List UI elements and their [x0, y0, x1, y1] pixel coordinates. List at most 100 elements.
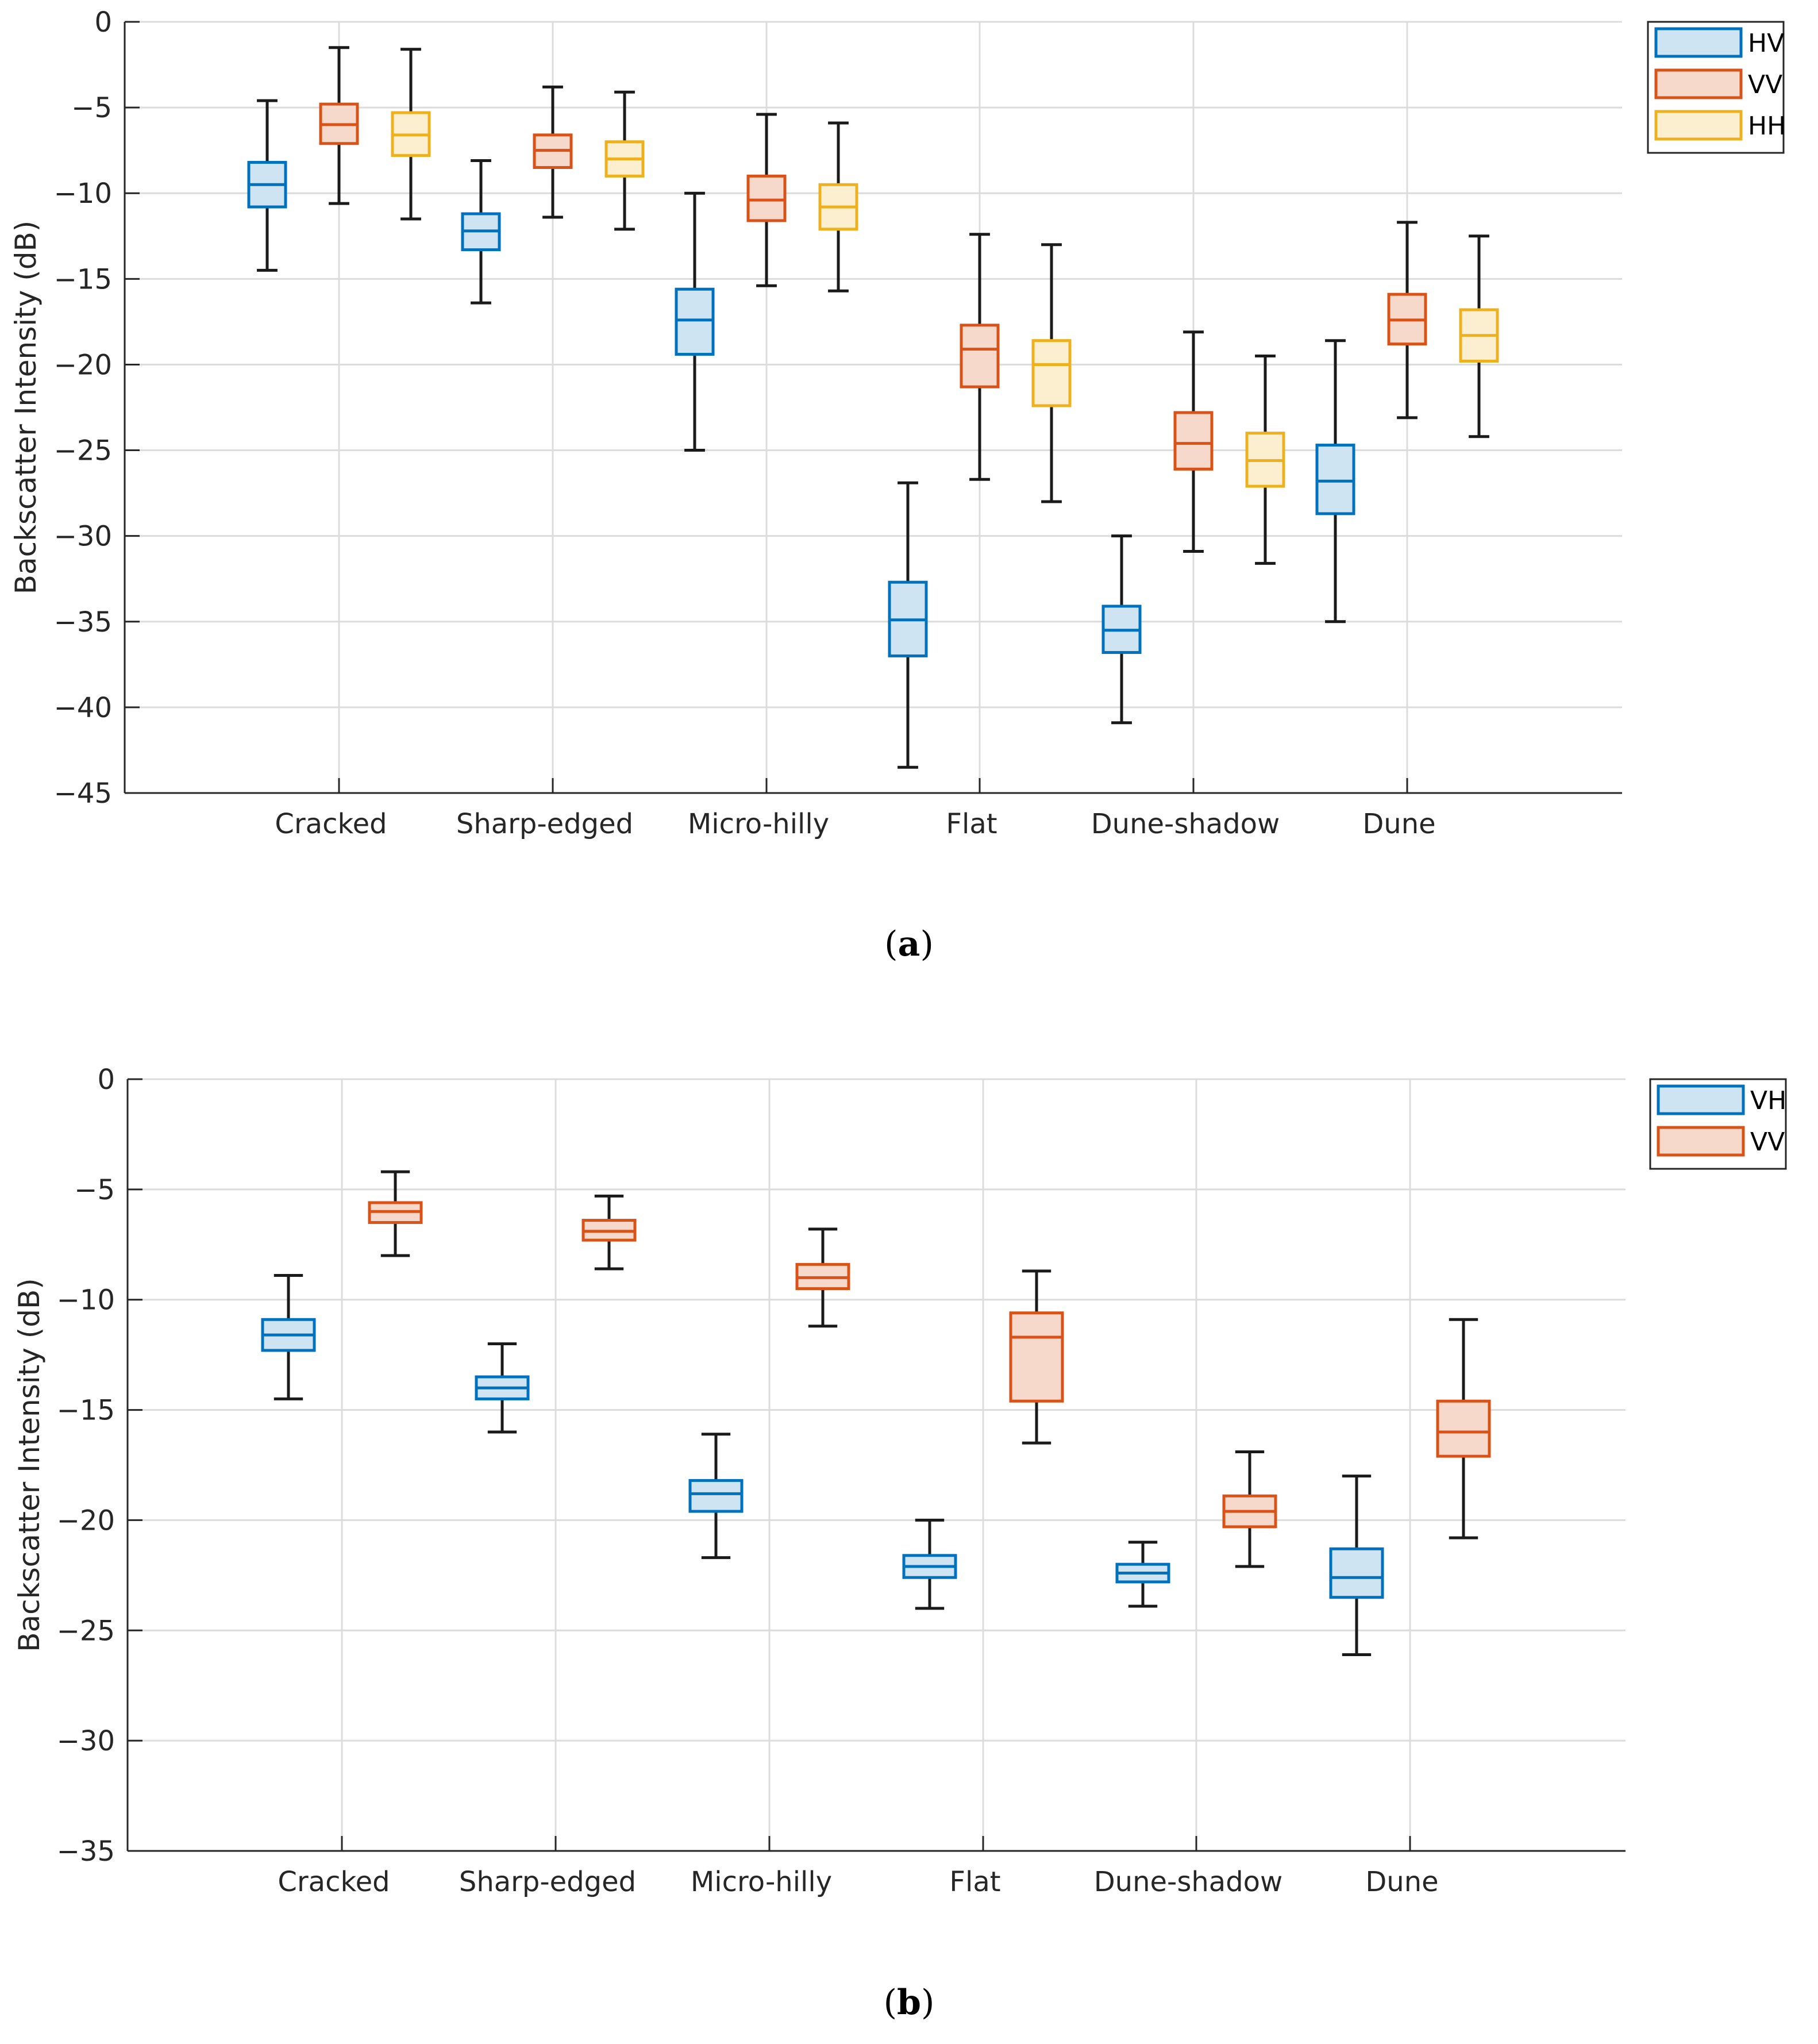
- x-tick-label: Cracked: [275, 808, 387, 840]
- y-tick-label: −35: [57, 1835, 115, 1868]
- caption-close: ): [921, 1983, 934, 2023]
- box-hh-cracked: [391, 48, 431, 221]
- box-vv-cracked: [319, 46, 359, 205]
- box-vv-dune: [1436, 1318, 1491, 1539]
- series-vv-a: [319, 46, 1427, 553]
- legend-label-vh: VH: [1750, 1086, 1786, 1115]
- caption-letter: a: [898, 924, 920, 964]
- box-hh-dune: [1459, 234, 1499, 438]
- y-tick-label: −30: [54, 521, 112, 553]
- caption-letter: b: [897, 1983, 921, 2023]
- y-tick-label: −5: [71, 92, 112, 124]
- box-vv-dune-shadow: [1222, 1450, 1277, 1568]
- y-axis-label: Backscatter Intensity (dB): [13, 1278, 46, 1652]
- box-vh-dune-shadow: [1115, 1541, 1170, 1608]
- box-vh-sharp-edged: [475, 1342, 530, 1434]
- legend-swatch-vv: [1657, 1126, 1745, 1157]
- y-tick-label: −15: [54, 263, 112, 295]
- caption-open: (: [884, 924, 898, 964]
- box-iqr: [1031, 339, 1072, 407]
- x-tick-label: Dune: [1365, 1866, 1438, 1898]
- box-iqr: [1315, 444, 1355, 515]
- y-tick-label: −25: [54, 435, 112, 467]
- box-iqr: [1009, 1311, 1064, 1403]
- series-hv-a: [247, 99, 1355, 769]
- y-tick-label: −10: [54, 178, 112, 210]
- x-tick-label: Flat: [946, 808, 997, 840]
- box-vh-dune: [1329, 1475, 1384, 1656]
- caption-open: (: [884, 1983, 897, 2023]
- box-iqr: [1436, 1399, 1491, 1458]
- box-vv-flat: [1009, 1269, 1064, 1445]
- legend-label-vv: VV: [1750, 1127, 1785, 1157]
- y-tick-label: 0: [97, 1064, 115, 1096]
- box-vv-dune: [1387, 221, 1427, 419]
- box-hv-dune-shadow: [1101, 534, 1142, 725]
- legend-swatch-hv: [1654, 27, 1743, 58]
- box-hv-dune: [1315, 339, 1355, 623]
- box-vv-dune-shadow: [1173, 330, 1214, 553]
- caption-close: ): [920, 924, 933, 964]
- legend-label-vv: VV: [1748, 70, 1782, 99]
- y-tick-label: −10: [57, 1284, 115, 1317]
- y-tick-label: −30: [57, 1725, 115, 1757]
- legend-swatch-vv: [1654, 68, 1743, 99]
- legend-swatch-vh: [1657, 1084, 1745, 1115]
- box-vh-micro-hilly: [688, 1433, 744, 1560]
- legend-a: HV VV HH: [1647, 21, 1786, 154]
- box-iqr: [746, 174, 787, 222]
- box-iqr: [1329, 1547, 1384, 1599]
- box-vv-micro-hilly: [746, 113, 787, 287]
- x-tick-label: Micro-hilly: [691, 1866, 832, 1898]
- box-vv-flat: [960, 233, 1000, 481]
- box-iqr: [688, 1479, 744, 1513]
- legend-label-hh: HH: [1748, 111, 1786, 141]
- series-hh-a: [391, 48, 1499, 565]
- y-axis-label: Backscatter Intensity (dB): [9, 221, 43, 595]
- box-iqr: [960, 324, 1000, 388]
- x-tick-label: Dune: [1362, 808, 1435, 840]
- box-iqr: [675, 287, 715, 356]
- x-tick-label: Micro-hilly: [688, 808, 829, 840]
- box-hh-micro-hilly: [818, 121, 858, 292]
- y-tick-label: 0: [94, 6, 112, 39]
- caption-a: (a): [884, 924, 934, 964]
- box-vv-micro-hilly: [795, 1227, 850, 1328]
- grid-b: [128, 1078, 1626, 1852]
- box-iqr: [1173, 411, 1214, 471]
- series-vh-b: [261, 1274, 1384, 1656]
- y-tick-label: −45: [54, 777, 112, 810]
- x-tick-label: Sharp-edged: [456, 808, 633, 840]
- series-vv-b: [368, 1170, 1491, 1568]
- box-vh-flat: [902, 1518, 957, 1610]
- y-tick-label: −20: [57, 1504, 115, 1537]
- y-tick-label: −5: [74, 1174, 115, 1206]
- box-hv-sharp-edged: [461, 159, 501, 305]
- box-hh-dune-shadow: [1245, 355, 1285, 565]
- y-tick-label: −25: [57, 1615, 115, 1647]
- y-tick-label: −15: [57, 1395, 115, 1427]
- x-tick-label: Dune-shadow: [1094, 1866, 1283, 1898]
- x-tick-label: Cracked: [278, 1866, 390, 1898]
- legend-b: VH VV: [1649, 1078, 1787, 1170]
- caption-b: (b): [884, 1983, 935, 2023]
- box-vv-sharp-edged: [533, 85, 573, 219]
- legend-swatch-hh: [1654, 110, 1743, 141]
- box-hv-micro-hilly: [675, 191, 715, 452]
- chart-b: 0 −5 −10 −15 −20 −25 −30 −35 Cracked Sharp-edged M…: [13, 1064, 1787, 2023]
- box-hv-flat: [888, 481, 928, 769]
- x-tick-label: Sharp-edged: [459, 1866, 636, 1898]
- y-tick-label: −40: [54, 692, 112, 724]
- x-tick-label: Dune-shadow: [1091, 808, 1280, 840]
- box-vv-cracked: [368, 1170, 423, 1257]
- box-hv-cracked: [247, 99, 287, 272]
- y-tick-label: −20: [54, 349, 112, 381]
- box-vh-cracked: [261, 1274, 316, 1400]
- box-hh-sharp-edged: [604, 90, 645, 231]
- legend-label-hv: HV: [1748, 29, 1784, 58]
- chart-a: 0 −5 −10 −15 −20 −25 −30 −35 −40 −45 Cracked Sharp-…: [9, 6, 1786, 964]
- y-tick-label: −35: [54, 606, 112, 638]
- box-hh-flat: [1031, 243, 1072, 503]
- box-vv-sharp-edged: [581, 1194, 637, 1271]
